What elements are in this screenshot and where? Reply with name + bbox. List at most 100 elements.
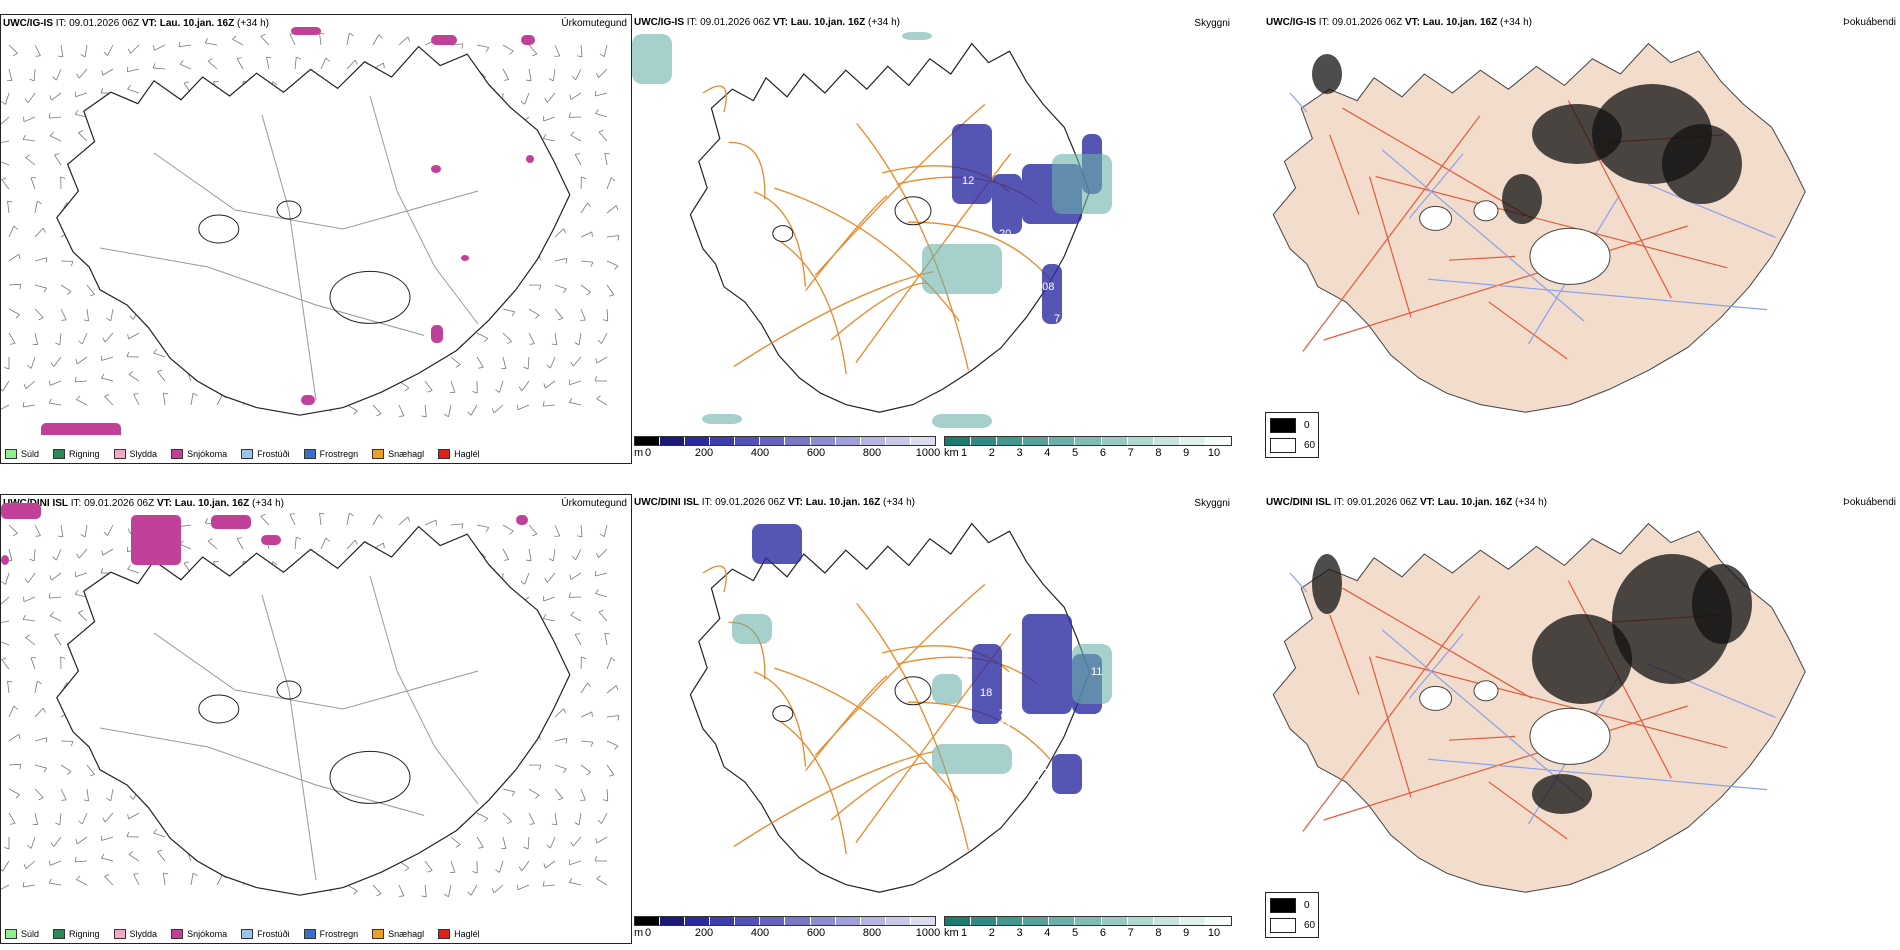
legend-item-frostúði: Frostúði <box>241 449 290 459</box>
cloudbase-colorbar-row2 <box>634 916 936 926</box>
legend-swatch <box>53 449 66 459</box>
colorbar-tick: 600 <box>806 927 826 939</box>
snow-area <box>431 35 457 45</box>
legend-label: Snjókoma <box>187 929 228 939</box>
colorbar-cell <box>760 917 786 925</box>
legend-item-haglél: Haglél <box>438 929 480 939</box>
colorbar-tick: 10 <box>1207 447 1221 459</box>
precip-legend-row2: Súld Rigning Slydda Snjókoma Frostúði Frostre… <box>5 929 488 939</box>
colorbar-tick: 1 <box>960 927 968 939</box>
visibility-ticks-row1: 1 2 3 4 5 6 7 8 9 10 <box>960 447 1220 461</box>
legend-swatch <box>303 929 316 939</box>
colorbar-cell <box>971 437 998 445</box>
colorbar-cell <box>1153 917 1180 925</box>
colorbar-cell <box>1075 917 1102 925</box>
colorbar-tick: 6 <box>1099 927 1106 939</box>
legend-item-snjókoma: Snjókoma <box>171 449 227 459</box>
vis-value-label: 12 <box>962 175 974 187</box>
legend-label: Frostregn <box>319 929 359 939</box>
colorbar-tick: 3 <box>1016 927 1023 939</box>
visibility-map-row2: 3 7 41 6 18 13 135 11 23 1 9 <box>689 522 1112 893</box>
colorbar-cell <box>885 437 911 445</box>
legend-swatch <box>171 929 184 939</box>
vis-value-label: 1 <box>1035 772 1041 784</box>
snow-area <box>516 515 528 525</box>
colorbar-cell <box>660 917 686 925</box>
legend-label: Slydda <box>129 449 158 459</box>
colorbar-cell <box>735 437 761 445</box>
vis-value-label: 18 <box>980 687 992 699</box>
colorbar-cell <box>885 917 911 925</box>
fog-legend-label-0: 0 <box>1304 420 1310 431</box>
legend-swatch <box>5 449 17 459</box>
colorbar-cell <box>910 437 935 445</box>
vis-value-label: 41 <box>1036 761 1048 773</box>
fog-legend-label-60: 60 <box>1304 920 1316 931</box>
legend-label: Súld <box>21 929 40 939</box>
snow-area <box>431 165 441 173</box>
legend-label: Slydda <box>129 929 158 939</box>
cloudbase-ticks-row1: 0 200 400 600 800 1000 <box>645 447 940 461</box>
colorbar-tick: 7 <box>1127 927 1134 939</box>
colorbar-cell <box>810 437 836 445</box>
precip-map-row1 <box>1 27 620 435</box>
legend-swatch <box>303 449 316 459</box>
vis-value-label: 6 <box>1073 814 1079 826</box>
colorbar-cell <box>1179 917 1206 925</box>
legend-label: Rigning <box>69 449 100 459</box>
snow-area <box>131 515 181 565</box>
precip-title-row2: Úrkomutegund <box>561 498 627 509</box>
colorbar-cell <box>710 437 736 445</box>
colorbar-cell <box>635 437 661 445</box>
colorbar-cell <box>835 437 861 445</box>
cloudbase-colorbar-row1 <box>634 436 936 446</box>
vis-value-label: 3 <box>962 655 968 667</box>
colorbar-cell <box>1179 437 1206 445</box>
vis-value-label: 11 <box>1091 666 1102 678</box>
vis-header-row2: UWC/DINI ISL IT: 09.01.2026 06Z VT: Lau.… <box>634 497 915 508</box>
colorbar-cell <box>971 917 998 925</box>
colorbar-cell <box>1023 917 1050 925</box>
visibility-panel-row1: UWC/IG-IS IT: 09.01.2026 06Z VT: Lau. 10… <box>632 14 1232 464</box>
colorbar-tick: 7 <box>1127 447 1134 459</box>
vis-value-label: 13 <box>1017 740 1029 752</box>
snow-area <box>526 155 534 163</box>
colorbar-tick: 3 <box>1016 447 1023 459</box>
snow-area <box>431 325 443 343</box>
fog-legend-swatch-60 <box>1270 918 1296 933</box>
legend-swatch <box>113 929 126 939</box>
fog-legend-swatch-60 <box>1270 438 1296 453</box>
legend-item-slydda: Slydda <box>113 929 158 939</box>
colorbar-cell <box>785 437 811 445</box>
vis-value-label: 14 <box>1073 334 1085 346</box>
legend-item-snæhagl: Snæhagl <box>372 929 424 939</box>
vis-title-row1: Skyggni <box>1194 18 1230 29</box>
colorbar-tick: 1 <box>960 447 968 459</box>
precip-panel-row1: UWC/IG-IS IT: 09.01.2026 06Z VT: Lau. 10… <box>0 14 632 464</box>
colorbar-cell <box>660 437 686 445</box>
colorbar-tick: 400 <box>750 927 770 939</box>
legend-item-frostregn: Frostregn <box>303 929 359 939</box>
colorbar-tick: 800 <box>862 927 882 939</box>
legend-swatch <box>241 449 254 459</box>
legend-label: Súld <box>21 449 40 459</box>
colorbar-cell <box>785 917 811 925</box>
colorbar-tick: 8 <box>1155 927 1162 939</box>
colorbar-cell <box>710 917 736 925</box>
colorbar-tick: 8 <box>1155 447 1162 459</box>
legend-label: Haglél <box>454 449 480 459</box>
legend-label: Haglél <box>454 929 480 939</box>
legend-item-rigning: Rigning <box>53 449 100 459</box>
visibility-panel-row2: UWC/DINI ISL IT: 09.01.2026 06Z VT: Lau.… <box>632 494 1232 944</box>
fog-legend-swatch-0 <box>1270 898 1296 913</box>
vis-value-label: 135 <box>1054 793 1072 805</box>
fog-title-row2: Þokuábendi <box>1843 497 1896 508</box>
colorbar-cell <box>835 917 861 925</box>
precip-legend-row1: Súld Rigning Slydda Snjókoma Frostúði Frostre… <box>5 449 488 459</box>
colorbar-cell <box>1101 917 1128 925</box>
legend-label: Rigning <box>69 929 100 939</box>
snow-area <box>521 35 535 45</box>
colorbar-cell <box>945 437 972 445</box>
colorbar-cell <box>1075 437 1102 445</box>
vis-value-label: 7 <box>1054 313 1060 325</box>
